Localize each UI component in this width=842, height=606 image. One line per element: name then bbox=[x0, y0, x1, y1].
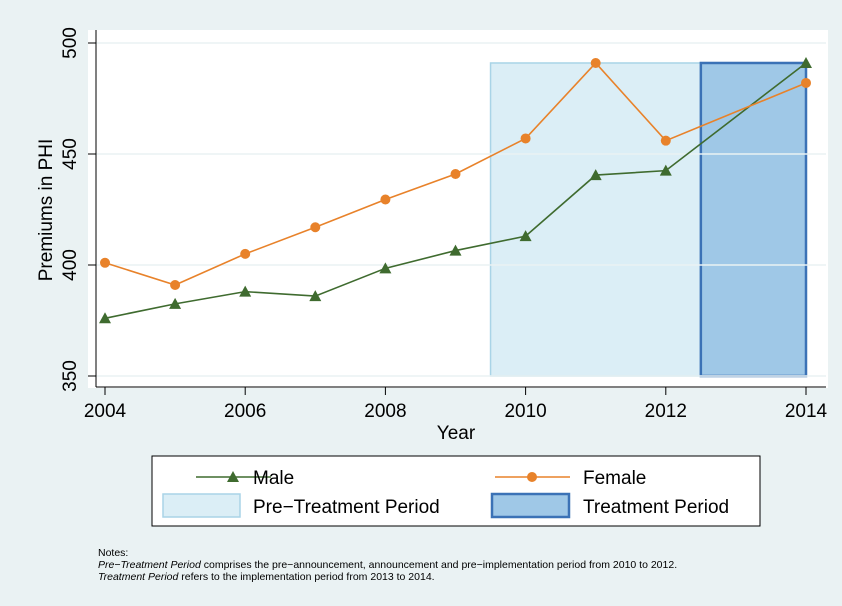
y-axis-label: Premiums in PHI bbox=[36, 139, 57, 282]
y-tick-label: 350 bbox=[60, 360, 81, 392]
y-tick-label: 400 bbox=[60, 249, 81, 281]
marker bbox=[520, 133, 531, 144]
marker bbox=[170, 279, 181, 290]
note-text: refers to the implementation period from… bbox=[178, 571, 434, 583]
legend bbox=[151, 455, 761, 527]
marker bbox=[589, 169, 602, 181]
notes-heading: Notes: bbox=[98, 547, 128, 559]
marker bbox=[659, 164, 672, 176]
marker bbox=[450, 168, 461, 179]
marker bbox=[527, 472, 537, 482]
marker bbox=[449, 244, 462, 256]
marker bbox=[379, 262, 392, 274]
legend-label: Treatment Period bbox=[583, 497, 729, 518]
marker bbox=[240, 248, 251, 259]
marker bbox=[800, 56, 812, 68]
note-italic: Pre−Treatment Period bbox=[98, 559, 202, 571]
legend-label: Pre−Treatment Period bbox=[253, 497, 440, 518]
legend-swatch bbox=[490, 492, 571, 519]
series-line bbox=[104, 61, 807, 286]
legend-label: Female bbox=[583, 468, 646, 489]
marker bbox=[99, 312, 111, 324]
legend-swatch bbox=[162, 493, 241, 518]
note-line: Treatment Period refers to the implement… bbox=[98, 571, 435, 583]
note-text: comprises the pre−announcement, announce… bbox=[201, 559, 677, 571]
marker bbox=[310, 222, 321, 233]
marker bbox=[239, 285, 252, 297]
marker bbox=[380, 194, 391, 205]
x-axis-label: Year bbox=[437, 423, 476, 444]
shaded-period bbox=[489, 62, 702, 377]
y-tick-label: 500 bbox=[60, 27, 81, 59]
x-tick-label: 2010 bbox=[504, 401, 546, 422]
marker bbox=[801, 77, 811, 88]
marker bbox=[227, 471, 239, 482]
x-tick-label: 2004 bbox=[84, 401, 127, 422]
marker bbox=[100, 257, 110, 268]
marker bbox=[590, 57, 601, 68]
x-tick-label: 2008 bbox=[364, 401, 406, 422]
x-tick-label: 2006 bbox=[224, 401, 266, 422]
series-line bbox=[104, 62, 807, 320]
shaded-period bbox=[699, 61, 808, 378]
marker bbox=[519, 230, 532, 242]
marker bbox=[309, 290, 322, 302]
note-line: Pre−Treatment Period comprises the pre−a… bbox=[98, 559, 677, 571]
x-tick-label: 2014 bbox=[785, 401, 828, 422]
y-tick-label: 450 bbox=[60, 138, 81, 170]
note-italic: Treatment Period bbox=[98, 571, 179, 583]
legend-label: Male bbox=[253, 468, 294, 489]
marker bbox=[660, 135, 671, 146]
x-tick-label: 2012 bbox=[645, 401, 687, 422]
marker bbox=[169, 297, 182, 309]
